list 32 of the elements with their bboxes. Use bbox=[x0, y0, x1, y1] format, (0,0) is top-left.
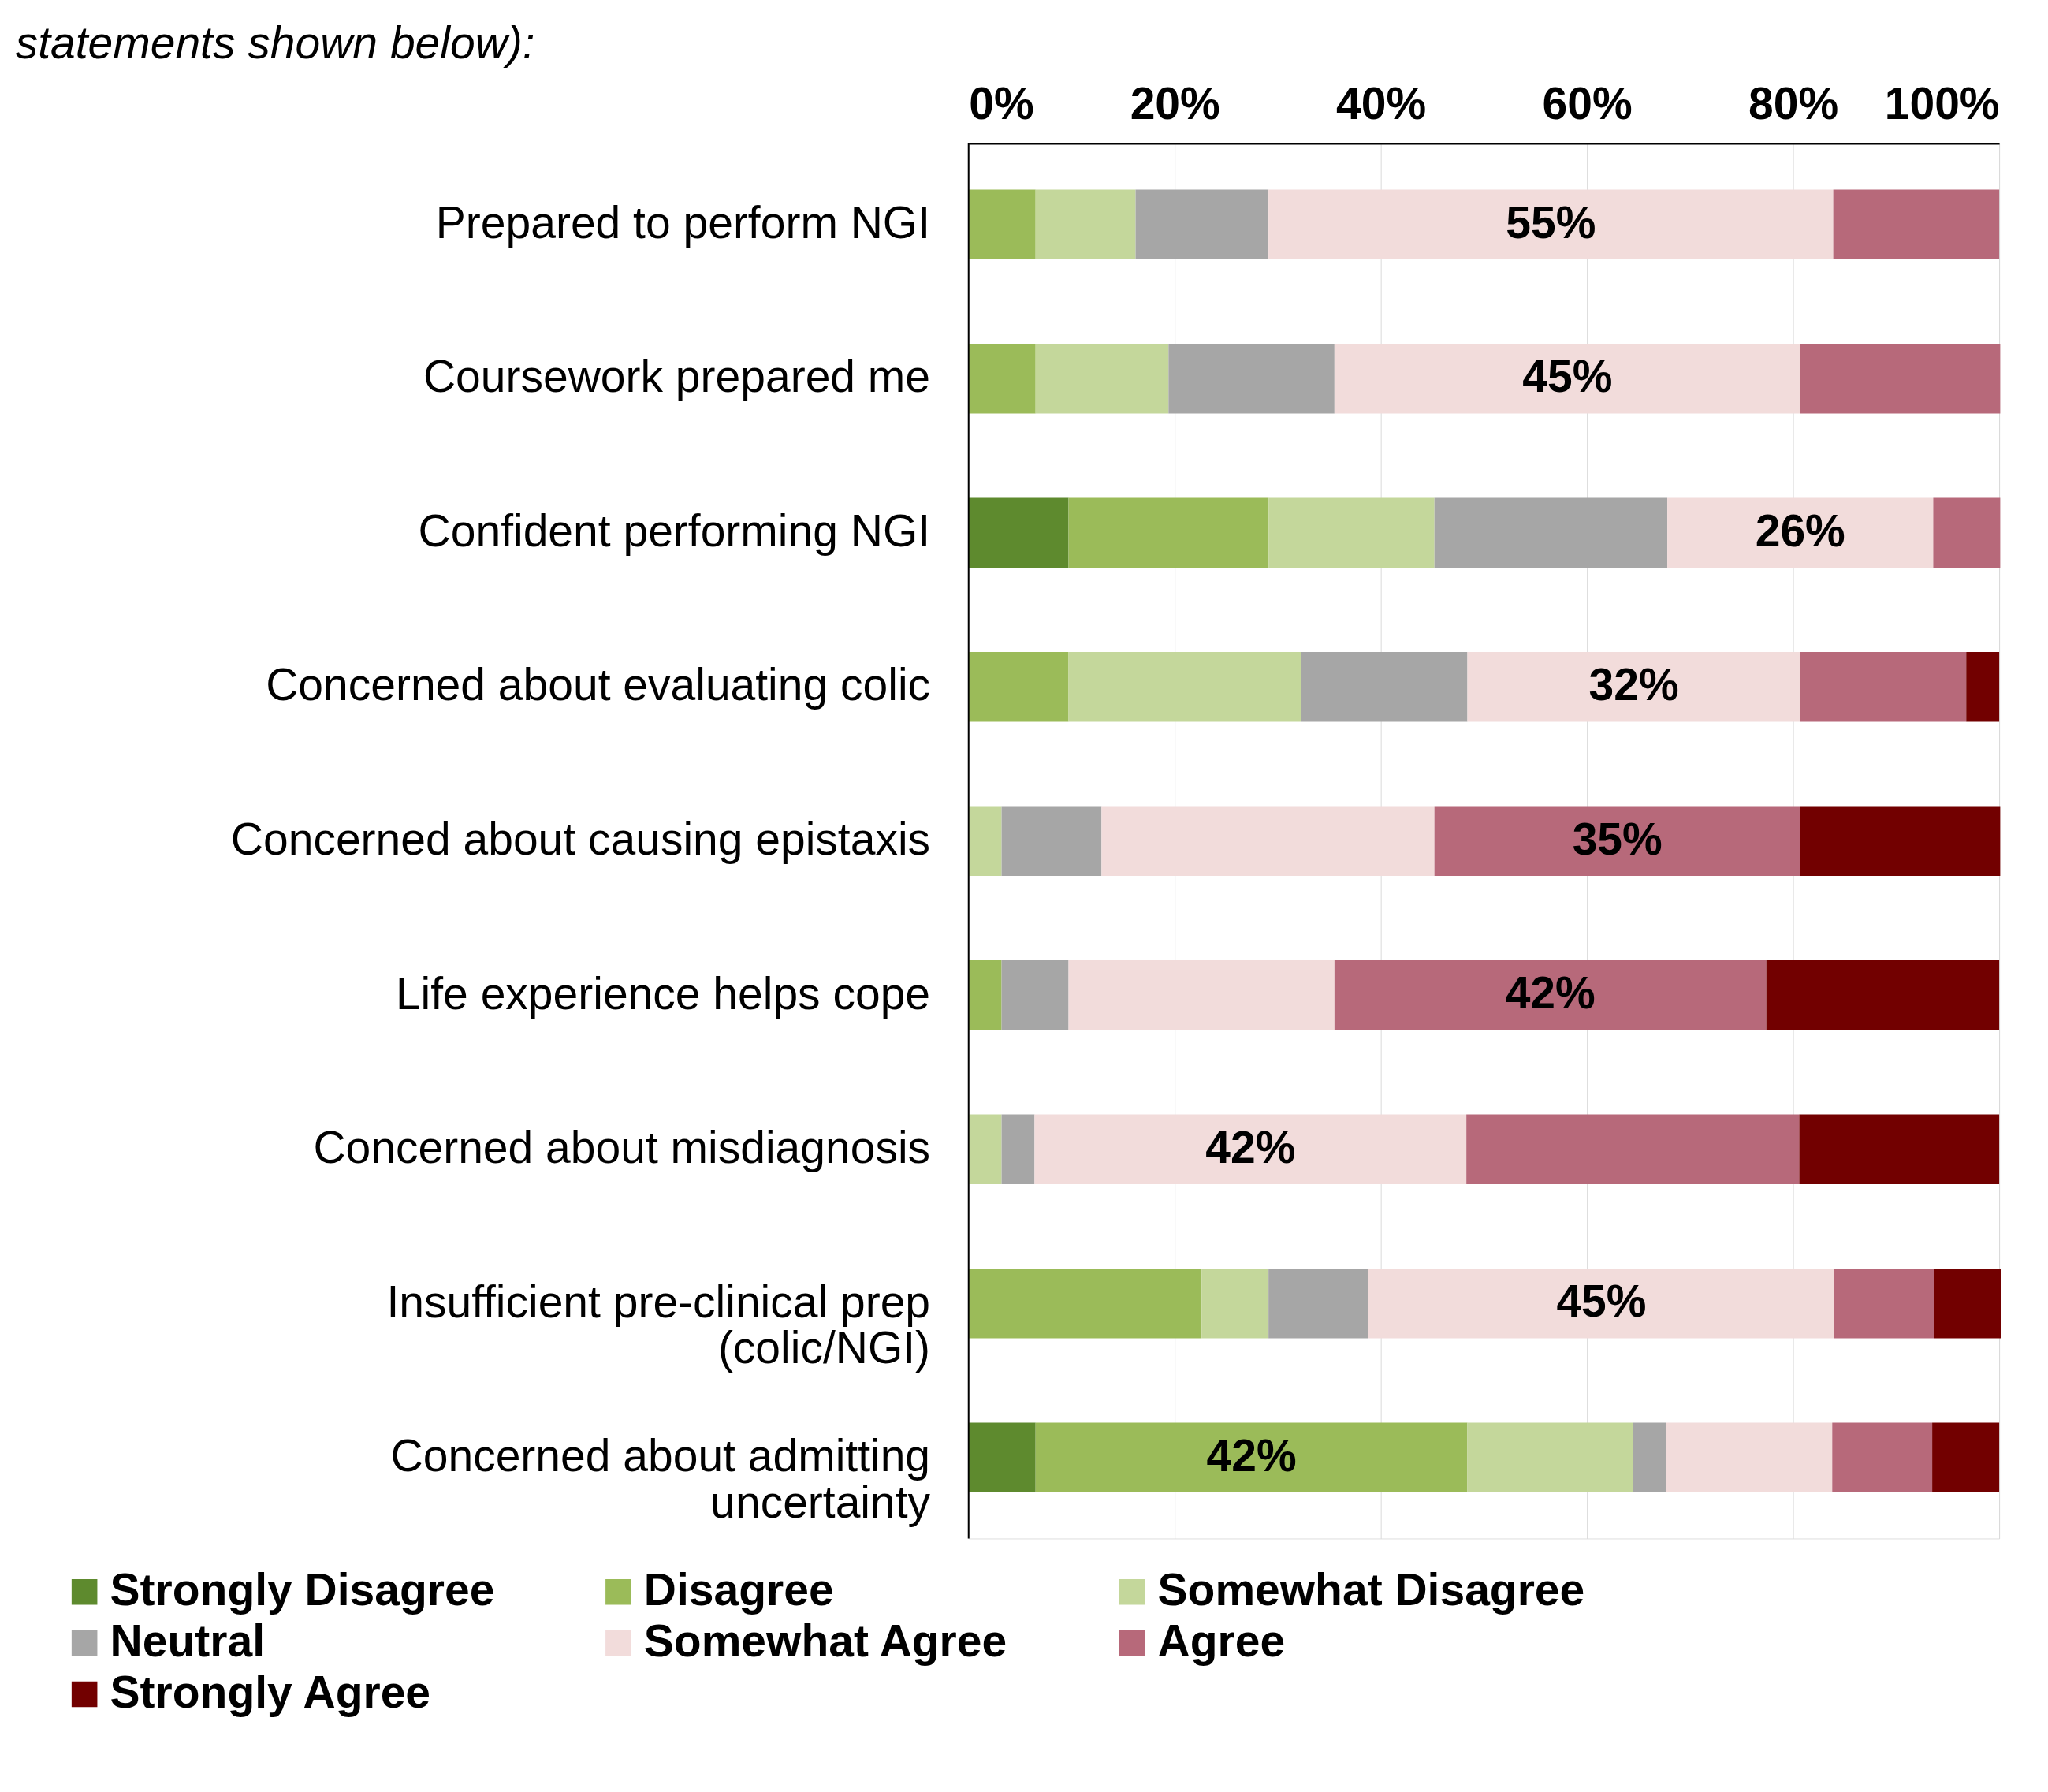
x-tick-label: 20% bbox=[1130, 78, 1220, 129]
data-label: 45% bbox=[1522, 351, 1613, 401]
y-tick-label: Concerned about admitting uncertainty bbox=[390, 1430, 931, 1527]
data-label: 42% bbox=[1505, 967, 1596, 1019]
x-tick-label: 40% bbox=[1336, 78, 1427, 129]
x-tick-label: 80% bbox=[1748, 78, 1839, 129]
data-label: 42% bbox=[1206, 1429, 1297, 1481]
text: statements shown below): bbox=[15, 17, 535, 68]
x-tick-label: 60% bbox=[1542, 78, 1633, 129]
data-label: 35% bbox=[1572, 813, 1663, 864]
y-tick-label: Confident performing NGI bbox=[418, 505, 931, 556]
y-tick-label: Insufficient pre-clinical prep (colic/NGI) bbox=[386, 1276, 931, 1373]
legend-label: Strongly Disagree bbox=[110, 1564, 495, 1615]
data-label: 45% bbox=[1556, 1276, 1647, 1327]
x-tick-label: 0% bbox=[969, 78, 1034, 129]
data-label: 42% bbox=[1205, 1121, 1296, 1172]
legend-label: Disagree bbox=[643, 1564, 834, 1615]
data-label: 32% bbox=[1588, 659, 1679, 710]
legend-label: Somewhat Disagree bbox=[1157, 1564, 1585, 1615]
legend-label: Strongly Agree bbox=[110, 1666, 431, 1717]
legend-label: Somewhat Agree bbox=[643, 1615, 1007, 1666]
legend-label: Neutral bbox=[110, 1615, 265, 1666]
y-tick-label: Concerned about misdiagnosis bbox=[313, 1122, 931, 1173]
x-tick-label: 100% bbox=[1884, 78, 2000, 129]
legend-label: Agree bbox=[1157, 1615, 1286, 1666]
y-tick-label: Life experience helps cope bbox=[395, 967, 931, 1019]
y-tick-label: Concerned about causing epistaxis bbox=[230, 814, 931, 864]
data-label: 26% bbox=[1755, 505, 1845, 556]
data-label: 55% bbox=[1506, 196, 1596, 248]
y-tick-label: Prepared to perform NGI bbox=[435, 196, 931, 248]
y-tick-label: Coursework prepared me bbox=[423, 351, 931, 402]
y-tick-label: Concerned about evaluating colic bbox=[266, 659, 931, 710]
